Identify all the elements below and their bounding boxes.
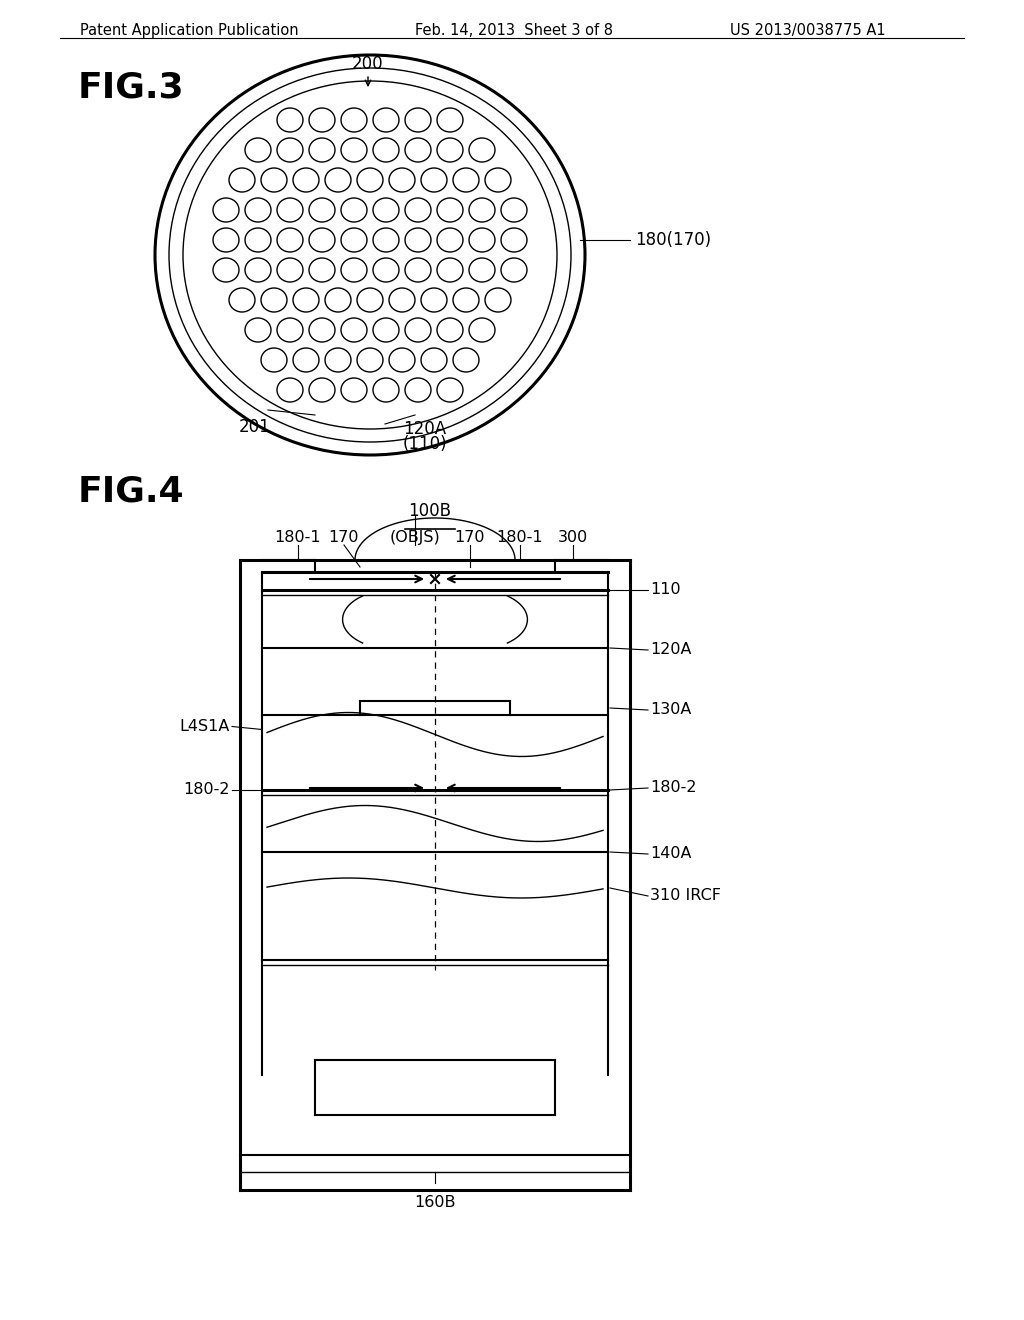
Text: 170: 170	[329, 531, 359, 545]
Text: (110): (110)	[402, 436, 447, 453]
Text: 130A: 130A	[650, 702, 691, 718]
Text: 180-2: 180-2	[650, 780, 696, 796]
Text: 120A: 120A	[650, 643, 691, 657]
Text: 180(170): 180(170)	[635, 231, 711, 249]
Text: 160B: 160B	[415, 1195, 456, 1210]
Text: FIG.4: FIG.4	[78, 475, 184, 510]
Text: L4S1A: L4S1A	[179, 719, 230, 734]
Text: US 2013/0038775 A1: US 2013/0038775 A1	[730, 22, 886, 38]
Text: Feb. 14, 2013  Sheet 3 of 8: Feb. 14, 2013 Sheet 3 of 8	[415, 22, 613, 38]
Text: 180-1: 180-1	[274, 531, 322, 545]
Text: 120A: 120A	[403, 420, 446, 438]
Text: 170: 170	[455, 531, 485, 545]
Text: 310 IRCF: 310 IRCF	[650, 888, 721, 903]
Text: 200: 200	[352, 55, 384, 73]
Text: 300: 300	[558, 531, 588, 545]
Text: 180-1: 180-1	[497, 531, 544, 545]
Text: 100B: 100B	[409, 502, 452, 520]
Text: FIG.3: FIG.3	[78, 70, 184, 104]
Text: 180-2: 180-2	[183, 783, 230, 797]
Text: 140A: 140A	[650, 846, 691, 862]
Text: (OBJS): (OBJS)	[389, 531, 440, 545]
Text: Patent Application Publication: Patent Application Publication	[80, 22, 299, 38]
Text: 110: 110	[650, 582, 681, 598]
Text: 201: 201	[240, 418, 271, 436]
